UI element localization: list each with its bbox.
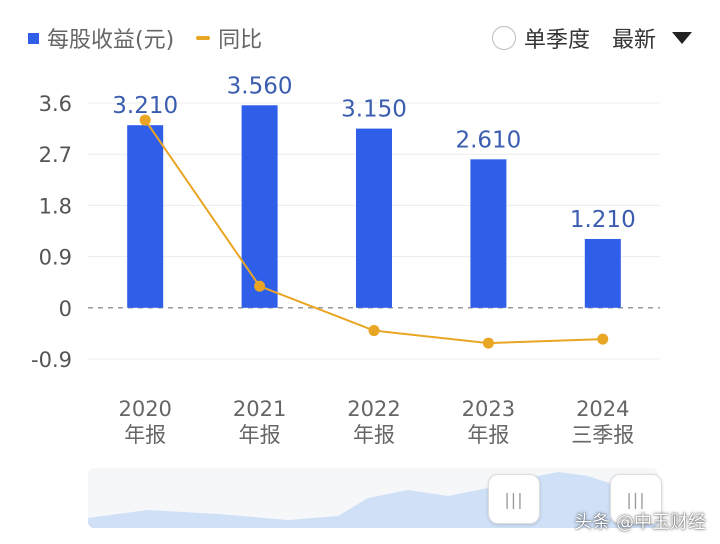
eps-bar: [127, 125, 164, 308]
bar-value-label: 3.150: [341, 97, 407, 123]
y-tick-label: 2.7: [39, 143, 72, 167]
yoy-point: [139, 114, 151, 126]
x-tick-label: 2024: [576, 397, 629, 421]
legend-item-yoy[interactable]: 同比: [196, 22, 262, 54]
watermark: 头条 @中玉财经: [574, 512, 706, 533]
x-tick-label: 2023: [462, 397, 515, 421]
caret-down-icon: [672, 32, 692, 44]
x-tick-label: 年报: [239, 423, 281, 447]
x-tick-label: 2020: [118, 397, 171, 421]
y-tick-label: 3.6: [39, 92, 72, 116]
chart-controls: 单季度 最新: [470, 22, 692, 54]
navigator-preview: [88, 472, 658, 528]
x-tick-label: 2021: [233, 397, 286, 421]
radio-icon[interactable]: [491, 26, 516, 50]
sort-dropdown[interactable]: 最新: [612, 22, 692, 54]
yoy-point: [597, 333, 609, 345]
bar-value-label: 3.210: [112, 93, 178, 119]
eps-chart: 3.6 2.7 1.8 0.9 0 -0.9 3.210 3.560 3.150 2.610 1.2…: [31, 73, 660, 447]
y-tick-label: 0: [59, 297, 72, 321]
grip-icon: |||: [626, 489, 646, 509]
x-tick-label: 年报: [353, 423, 395, 447]
bar-value-label: 3.560: [227, 73, 293, 99]
y-tick-label: 0.9: [39, 246, 72, 270]
x-tick-label: 年报: [124, 423, 166, 447]
legend-eps-label: 每股收益(元): [47, 28, 175, 53]
navigator-right-handle[interactable]: |||: [610, 474, 662, 524]
bar-value-label: 1.210: [570, 207, 636, 233]
x-tick-label: 三季报: [571, 423, 634, 447]
y-tick-label: -0.9: [31, 348, 72, 372]
navigator-left-handle[interactable]: |||: [488, 474, 540, 524]
sort-dropdown-label: 最新: [611, 28, 656, 53]
legend-yoy-label: 同比: [218, 28, 263, 53]
eps-square-icon: [28, 32, 39, 44]
y-tick-label: 1.8: [39, 194, 72, 218]
range-navigator[interactable]: [88, 468, 658, 528]
bar-value-label: 2.610: [455, 127, 521, 153]
quarter-toggle[interactable]: 单季度: [491, 22, 590, 54]
eps-bar: [241, 105, 278, 308]
yoy-dash-icon: [196, 36, 211, 40]
quarter-toggle-label: 单季度: [523, 28, 590, 53]
yoy-point: [482, 337, 494, 349]
eps-bar: [356, 128, 392, 308]
legend: 每股收益(元) 同比: [28, 22, 284, 54]
grip-icon: |||: [504, 489, 524, 509]
yoy-point: [254, 280, 266, 292]
x-tick-label: 年报: [467, 423, 509, 447]
eps-bar: [470, 159, 507, 308]
yoy-point: [368, 325, 380, 337]
x-tick-label: 2022: [347, 397, 400, 421]
legend-item-eps[interactable]: 每股收益(元): [28, 22, 174, 54]
eps-bar: [584, 238, 621, 308]
